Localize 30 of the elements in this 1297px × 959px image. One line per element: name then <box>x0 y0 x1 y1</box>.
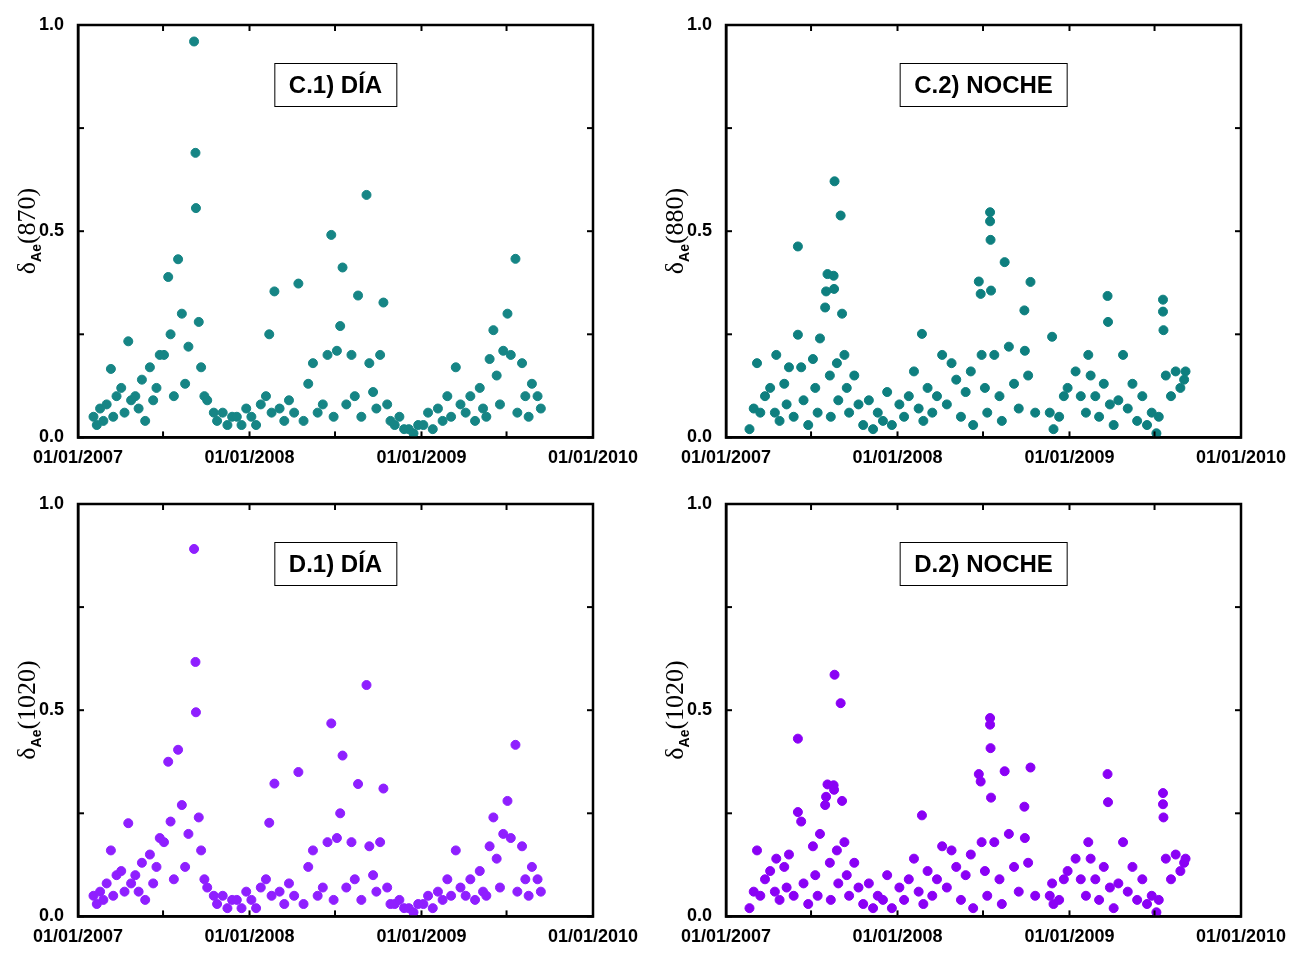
text: D.1) DÍA <box>273 542 398 586</box>
x-tick-label: 01/01/2010 <box>547 926 639 947</box>
y-tick-label: 1.0 <box>38 13 64 34</box>
text: C.1) DÍA <box>273 63 398 107</box>
x-tick-label: 01/01/2009 <box>376 926 467 947</box>
text: D.2) NOCHE <box>899 542 1068 586</box>
x-tick-label: 01/01/2008 <box>852 447 943 468</box>
x-tick-label: 01/01/2007 <box>32 926 124 947</box>
x-tick-label: 01/01/2010 <box>1195 926 1287 947</box>
x-tick-label: 01/01/2008 <box>204 447 295 468</box>
y-tick-label: 0.0 <box>686 905 712 926</box>
y-tick-label: 0.5 <box>686 699 712 720</box>
text: C.2) NOCHE <box>899 63 1068 107</box>
y-tick-label: 1.0 <box>686 13 712 34</box>
x-tick-label: 01/01/2009 <box>376 447 467 468</box>
x-tick-label: 01/01/2007 <box>680 926 772 947</box>
x-tick-label: 01/01/2009 <box>1024 447 1115 468</box>
y-tick-label: 0.0 <box>38 426 64 447</box>
x-tick-label: 01/01/2007 <box>680 447 772 468</box>
x-tick-label: 01/01/2007 <box>32 447 124 468</box>
x-tick-label: 01/01/2008 <box>852 926 943 947</box>
x-tick-label: 01/01/2009 <box>1024 926 1115 947</box>
y-tick-label: 1.0 <box>686 492 712 513</box>
y-tick-label: 0.0 <box>38 905 64 926</box>
x-tick-label: 01/01/2008 <box>204 926 295 947</box>
y-tick-label: 0.5 <box>38 699 64 720</box>
x-tick-label: 01/01/2010 <box>1195 447 1287 468</box>
x-tick-label: 01/01/2010 <box>547 447 639 468</box>
y-tick-label: 1.0 <box>38 492 64 513</box>
y-tick-label: 0.0 <box>686 426 712 447</box>
